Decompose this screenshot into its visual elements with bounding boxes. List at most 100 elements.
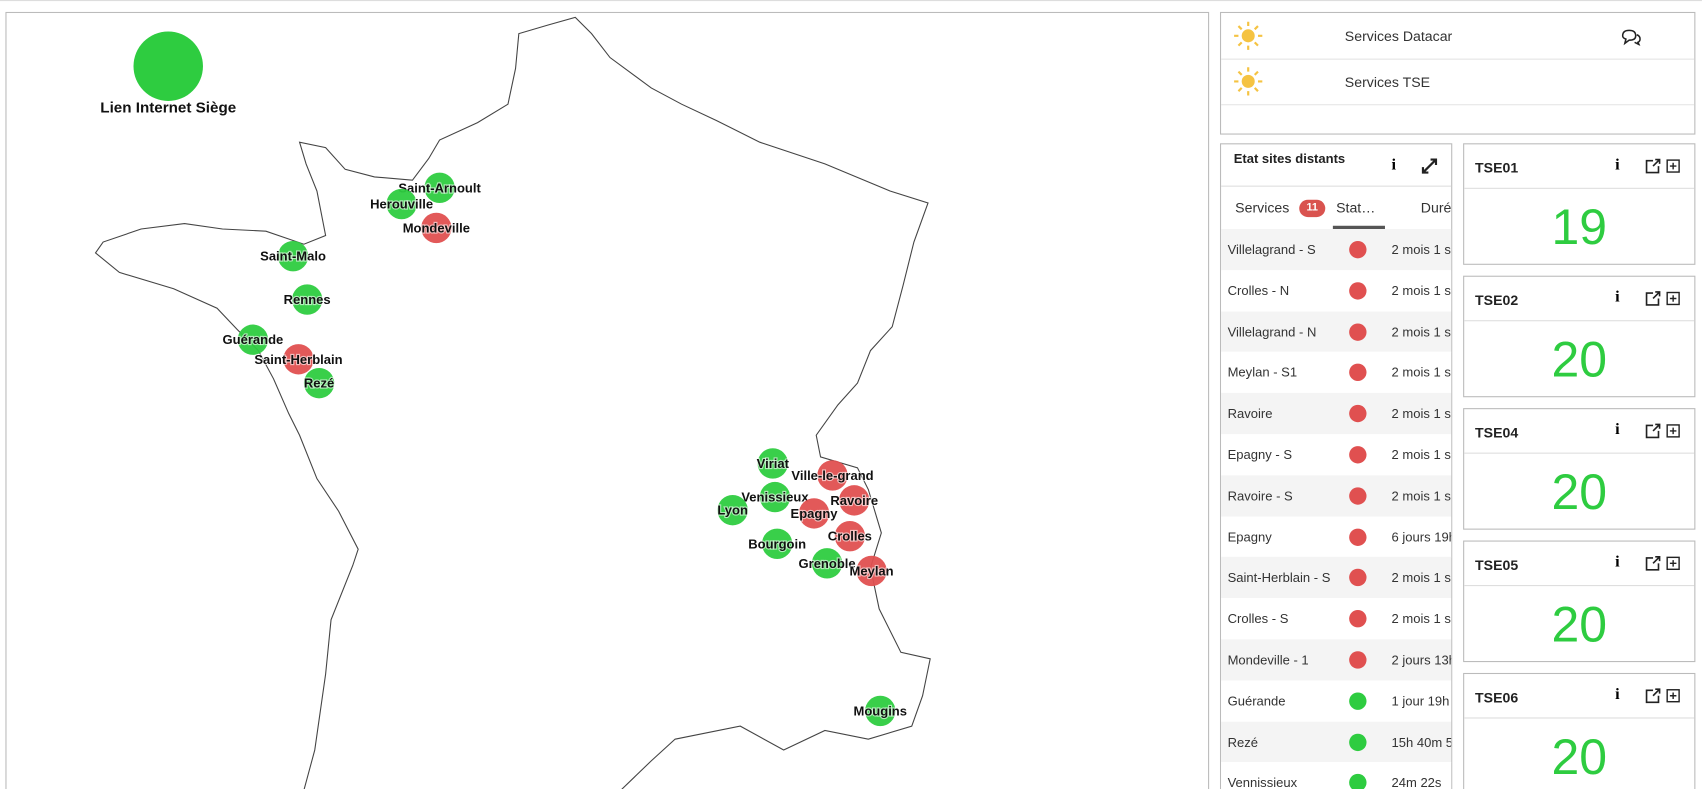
tab[interactable]: Duré xyxy=(1420,199,1452,216)
tse-name: TSE05 xyxy=(1475,556,1519,574)
site-marker xyxy=(277,240,309,272)
info-icon[interactable]: i xyxy=(1615,685,1620,704)
site-label: Bourgoin xyxy=(748,536,806,551)
tse-name: TSE01 xyxy=(1475,159,1519,176)
site-label: Viriat xyxy=(757,456,790,471)
site-label: Saint-Herblain xyxy=(254,352,342,367)
site-marker xyxy=(761,528,793,559)
service-name: Services Datacar xyxy=(1344,28,1453,45)
status-dot xyxy=(1349,569,1367,587)
site-label: Guérande xyxy=(223,332,284,347)
map-panel: Lien Internet Siège Saint-Arnoult Herouvi… xyxy=(5,11,1210,789)
site-label: Lyon xyxy=(717,503,748,518)
separator xyxy=(1464,187,1695,189)
duration: 2 jours 13h xyxy=(1391,652,1453,668)
tse-value: 20 xyxy=(1551,595,1608,653)
site-row: Crolles - N 2 mois 1 se xyxy=(1221,270,1452,312)
site-label: Ravoire xyxy=(830,493,878,508)
info-icon[interactable]: i xyxy=(1391,156,1397,174)
legend-marker xyxy=(133,31,203,101)
duration: 2 mois 1 se xyxy=(1391,324,1453,340)
site-row: Meylan - S1 2 mois 1 se xyxy=(1221,352,1453,394)
duration: 2 mois 1 se xyxy=(1391,365,1453,381)
tse-name: TSE06 xyxy=(1475,689,1519,706)
site-label: Crolles xyxy=(828,529,872,544)
status-dot xyxy=(1349,281,1367,300)
separator xyxy=(1221,185,1452,187)
site-marker xyxy=(856,555,887,587)
tse-name: TSE04 xyxy=(1475,424,1519,441)
site-row: Rezé 15h 40m 55 xyxy=(1221,721,1452,763)
site-row: Crolles - S 2 mois 1 se xyxy=(1221,598,1452,640)
tab[interactable]: Services xyxy=(1235,199,1290,216)
comment-icon[interactable] xyxy=(1621,28,1643,46)
site-marker xyxy=(717,494,748,526)
sun-icon xyxy=(1234,67,1263,96)
site-row: Villelagrand - S 2 mois 1 se xyxy=(1221,229,1452,271)
info-icon[interactable]: i xyxy=(1615,553,1620,571)
separator xyxy=(1221,104,1695,106)
site-name: Guérande xyxy=(1227,693,1286,709)
separator xyxy=(1464,717,1695,719)
site-row: Ravoire - S 2 mois 1 se xyxy=(1221,475,1453,517)
site-label: Rennes xyxy=(284,292,331,307)
site-marker xyxy=(834,520,866,552)
badge: 11 xyxy=(1299,199,1326,218)
info-icon[interactable]: i xyxy=(1615,288,1620,307)
duration: 2 mois 1 se xyxy=(1391,488,1453,504)
site-marker xyxy=(424,172,455,203)
site-marker xyxy=(817,460,848,491)
site-name: Crolles - N xyxy=(1227,283,1290,299)
separator xyxy=(1221,58,1695,60)
separator xyxy=(1464,452,1695,454)
site-row: Vennissieux 24m 22s xyxy=(1221,762,1452,789)
status-dot xyxy=(1349,610,1367,628)
map-border xyxy=(5,11,1210,789)
action-icons[interactable] xyxy=(1644,290,1687,307)
tse-card: TSE05 i 20 xyxy=(1463,540,1696,663)
site-name: Crolles - S xyxy=(1227,611,1289,627)
site-name: Saint-Herblain - S xyxy=(1227,570,1331,586)
action-icons[interactable] xyxy=(1644,555,1687,572)
tab[interactable]: Stat… xyxy=(1336,199,1376,216)
duration: 2 mois 1 se xyxy=(1391,406,1453,422)
action-icons[interactable] xyxy=(1644,422,1687,439)
remote-sites-panel: Etat sites distants i Services 11 Stat… … xyxy=(1219,143,1453,789)
site-marker xyxy=(291,284,323,315)
site-name: Ravoire xyxy=(1227,406,1273,422)
info-icon[interactable]: i xyxy=(1615,156,1620,174)
site-marker xyxy=(386,188,417,220)
site-label: Herouville xyxy=(370,197,433,212)
site-row: Saint-Herblain - S 2 mois 1 se xyxy=(1221,557,1452,599)
status-dot xyxy=(1349,733,1367,751)
duration: 2 mois 1 se xyxy=(1391,447,1453,463)
site-marker xyxy=(865,695,896,727)
tse-value: 20 xyxy=(1551,728,1608,785)
service-name: Services TSE xyxy=(1344,73,1431,91)
site-marker xyxy=(759,481,791,513)
info-icon[interactable]: i xyxy=(1615,421,1620,439)
site-label: Epagny xyxy=(791,506,839,521)
site-name: Ravoire - S xyxy=(1227,488,1293,504)
tse-card: TSE01 i 19 xyxy=(1463,143,1696,265)
site-row: Villelagrand - N 2 mois 1 se xyxy=(1221,311,1453,353)
tse-value: 20 xyxy=(1551,331,1608,388)
tse-name: TSE02 xyxy=(1475,291,1519,309)
tse-value: 20 xyxy=(1551,463,1608,520)
separator xyxy=(1464,585,1695,587)
site-marker xyxy=(798,498,830,529)
status-dot xyxy=(1349,323,1367,341)
site-label: Rezé xyxy=(304,376,334,391)
status-dot xyxy=(1349,487,1367,505)
action-icons[interactable] xyxy=(1644,687,1687,704)
status-dot xyxy=(1349,364,1367,382)
legend-label: Lien Internet Siège xyxy=(100,100,236,117)
action-icons[interactable] xyxy=(1644,157,1687,174)
site-row: Guérande 1 jour 19h 3 xyxy=(1221,680,1452,722)
services-panel: Services Datacar Services TSE xyxy=(1219,11,1696,135)
site-row: Epagny 6 jours 19h xyxy=(1221,516,1452,558)
site-marker xyxy=(757,448,789,479)
tse-value: 19 xyxy=(1551,198,1608,256)
expand-icon[interactable] xyxy=(1421,157,1438,174)
